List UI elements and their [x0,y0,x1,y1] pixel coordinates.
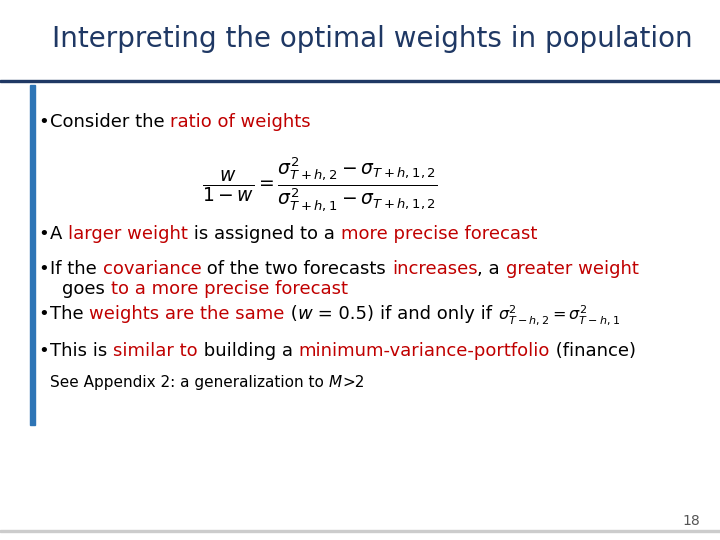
Text: more precise forecast: more precise forecast [341,225,537,243]
Text: $\sigma^{2}_{T-h,2} = \sigma^{2}_{T-h,1}$: $\sigma^{2}_{T-h,2} = \sigma^{2}_{T-h,1}… [498,303,620,327]
Text: The: The [50,305,89,323]
Text: = 0.5): = 0.5) [312,305,380,323]
Text: •: • [38,260,49,278]
Bar [0,79,720,82]
Text: >2: >2 [342,375,364,390]
Text: minimum-variance-portfolio: minimum-variance-portfolio [298,342,550,360]
Text: A: A [50,225,68,243]
Bar [0,0,720,80]
Text: similar to: similar to [113,342,197,360]
Text: Interpreting the optimal weights in population: Interpreting the optimal weights in popu… [52,25,693,53]
Text: M: M [329,375,342,390]
Bar [0,530,720,532]
Text: larger weight: larger weight [68,225,188,243]
Text: $\dfrac{w}{1-w} = \dfrac{\sigma^{2}_{T+h,2} - \sigma_{T+h,1,2}}{\sigma^{2}_{T+h,: $\dfrac{w}{1-w} = \dfrac{\sigma^{2}_{T+h… [202,155,438,213]
Text: Consider the: Consider the [50,113,171,131]
Text: weights are the same: weights are the same [89,305,284,323]
Text: •: • [38,305,49,323]
Text: This is: This is [50,342,113,360]
Text: increases: increases [392,260,477,278]
Text: •: • [38,342,49,360]
Text: w: w [297,305,312,323]
Text: if and only if: if and only if [380,305,498,323]
Text: See Appendix 2: a generalization to: See Appendix 2: a generalization to [50,375,329,390]
Text: •: • [38,113,49,131]
Text: greater weight: greater weight [505,260,639,278]
Text: to a more precise forecast: to a more precise forecast [111,280,348,298]
Text: 18: 18 [683,514,700,528]
Text: (: ( [284,305,297,323]
Text: of the two forecasts: of the two forecasts [202,260,392,278]
Text: building a: building a [197,342,298,360]
Text: , a: , a [477,260,505,278]
Text: (finance): (finance) [550,342,636,360]
Text: If the: If the [50,260,102,278]
Text: covariance: covariance [102,260,202,278]
Text: •: • [38,225,49,243]
Bar [30,85,35,425]
Text: is assigned to a: is assigned to a [188,225,341,243]
Text: ratio of weights: ratio of weights [171,113,311,131]
Text: goes: goes [62,280,111,298]
